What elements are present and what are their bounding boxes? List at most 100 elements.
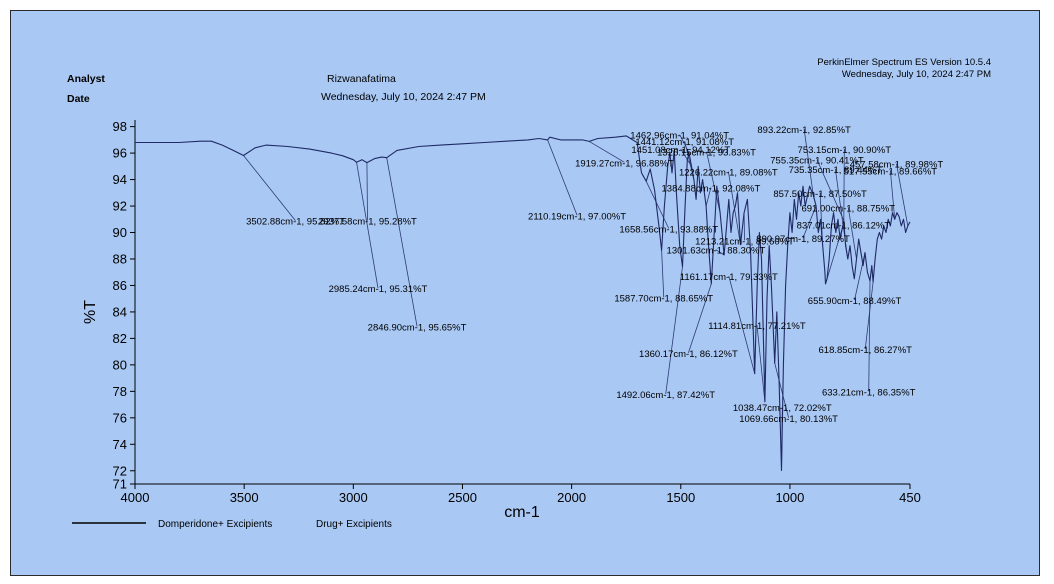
peak-leader-line xyxy=(547,139,578,216)
peak-label: 890.97cm-1, 89.27%T xyxy=(756,234,850,245)
y-tick-label: 76 xyxy=(113,410,127,425)
y-tick-label: 72 xyxy=(113,463,127,478)
peak-label: 633.21cm-1, 86.35%T xyxy=(822,387,916,398)
peak-label: 3502.88cm-1, 95.82%T xyxy=(246,217,345,228)
y-tick-label: 82 xyxy=(113,331,127,346)
x-axis-label: cm-1 xyxy=(504,504,540,521)
peak-label: 1441.12cm-1, 91.08%T xyxy=(635,137,734,148)
peak-label: 1226.22cm-1, 89.08%T xyxy=(679,168,778,179)
software-version: PerkinElmer Spectrum ES Version 10.5.4 xyxy=(817,57,991,68)
peak-label: 618.85cm-1, 86.27%T xyxy=(819,345,913,356)
x-tick-label: 3000 xyxy=(339,490,368,505)
legend: Domperidone+ Excipients Drug+ Excipients xyxy=(72,519,392,530)
peak-leader-line xyxy=(889,170,896,220)
peak-leader-line xyxy=(688,283,712,354)
x-tick-label: 1500 xyxy=(666,490,695,505)
peak-leader-line xyxy=(803,129,814,195)
analyst-date: Wednesday, July 10, 2024 2:47 PM xyxy=(321,91,486,103)
y-tick-label: 74 xyxy=(113,437,127,452)
peak-label: 1360.17cm-1, 86.12%T xyxy=(639,349,738,360)
peak-label: 1919.27cm-1, 96.88%T xyxy=(575,158,674,169)
peak-label: 1658.56cm-1, 93.88%T xyxy=(619,225,718,236)
x-tick-label: 3500 xyxy=(230,490,259,505)
peak-label: 857.50cm-1, 87.50%T xyxy=(773,189,867,200)
y-tick-label: 88 xyxy=(113,251,127,266)
series-line xyxy=(135,135,911,472)
peak-label: 837.01cm-1, 86.12%T xyxy=(797,221,891,232)
analyst-label: Analyst xyxy=(67,73,105,85)
peak-label: 1451.08cm-1, 94.12%T xyxy=(631,145,730,156)
peak-leader-line xyxy=(896,163,909,226)
spectrum-trace xyxy=(135,135,911,472)
analyst-name: Rizwanafatima xyxy=(327,73,396,85)
peak-label: 2937.58cm-1, 95.28%T xyxy=(318,217,417,228)
peak-label: 1161.17cm-1, 79.33%T xyxy=(680,272,778,283)
software-date: Wednesday, July 10, 2024 2:47 PM xyxy=(841,69,991,80)
peak-leader-line xyxy=(868,280,871,392)
peak-leader-line xyxy=(774,363,790,418)
peak-label: 1587.70cm-1, 88.65%T xyxy=(614,293,713,304)
peak-leader-line xyxy=(386,157,418,327)
peak-label: 2985.24cm-1, 95.31%T xyxy=(329,284,428,295)
peak-leader-line xyxy=(756,325,766,402)
peak-label: 1492.06cm-1, 87.42%T xyxy=(616,390,715,401)
peak-label: 1213.21cm-1, 89.60%T xyxy=(695,236,794,247)
peak-label: 2110.19cm-1, 97.00%T xyxy=(528,211,626,222)
peak-leader-line xyxy=(864,281,874,350)
peak-leader-line xyxy=(706,151,721,213)
peak-leader-line xyxy=(847,207,857,260)
peak-leader-line xyxy=(243,155,296,221)
legend-entry: Domperidone+ Excipients xyxy=(158,519,272,530)
peak-label: 1326.15cm-1, 93.83%T xyxy=(657,148,756,159)
peak-label: 1384.88cm-1, 92.08%T xyxy=(662,183,761,194)
peak-label: 655.90cm-1, 88.49%T xyxy=(808,296,902,307)
peak-leader-line xyxy=(366,162,368,221)
y-tick-label: 86 xyxy=(113,278,127,293)
peak-label: 1069.66cm-1, 80.13%T xyxy=(739,414,838,425)
y-tick-label: 92 xyxy=(113,199,127,214)
peak-leader-line xyxy=(705,187,712,207)
peak-label: 517.55cm-1, 89.66%T xyxy=(844,166,938,177)
y-axis-label: %T xyxy=(82,300,99,324)
plot-frame: Analyst Date Rizwanafatima Wednesday, Ju… xyxy=(10,10,1040,576)
x-tick-label: 2500 xyxy=(448,490,477,505)
legend-entry: Drug+ Excipients xyxy=(316,519,392,530)
peak-leaders xyxy=(243,129,909,471)
x-tick-label: 1000 xyxy=(775,490,804,505)
peak-leader-line xyxy=(728,276,756,374)
peak-label: 755.35cm-1, 90.41%T xyxy=(770,156,864,167)
peak-leader-line xyxy=(802,205,817,238)
axes xyxy=(130,120,911,489)
peak-label: 2846.90cm-1, 95.65%T xyxy=(368,322,467,333)
peak-label: 1462.96cm-1, 91.04%T xyxy=(630,131,729,142)
peak-label: 1114.81cm-1, 77.21%T xyxy=(708,321,806,332)
peak-leader-line xyxy=(715,249,725,256)
x-tick-label: 2000 xyxy=(557,490,586,505)
peak-leader-line xyxy=(665,266,683,395)
peak-label: 457.58cm-1, 89.98%T xyxy=(850,160,944,171)
y-tick-label: 71 xyxy=(113,477,127,492)
peak-label: 893.22cm-1, 92.85%T xyxy=(757,125,851,136)
peak-label: 735.35cm-1, 89.44%T xyxy=(789,165,883,176)
peak-label: 1301.63cm-1, 88.30%T xyxy=(667,246,766,257)
peak-leader-line xyxy=(679,134,690,154)
y-tick-label: 90 xyxy=(113,225,127,240)
y-tick-label: 98 xyxy=(113,119,127,134)
peak-leader-line xyxy=(825,224,844,284)
y-tick-label: 80 xyxy=(113,357,127,372)
y-tick-label: 94 xyxy=(113,172,127,187)
peak-leader-line xyxy=(661,250,665,298)
x-tick-label: 4000 xyxy=(121,490,150,505)
peak-leader-line xyxy=(816,159,845,221)
date-label: Date xyxy=(67,93,90,105)
y-tick-label: 96 xyxy=(113,146,127,161)
peak-leader-line xyxy=(589,141,625,163)
y-tick-label: 84 xyxy=(113,304,127,319)
y-tick-label: 78 xyxy=(113,384,127,399)
peak-leader-line xyxy=(356,162,379,289)
x-tick-label: 450 xyxy=(899,490,921,505)
peak-label: 691.00cm-1, 88.75%T xyxy=(801,203,895,214)
